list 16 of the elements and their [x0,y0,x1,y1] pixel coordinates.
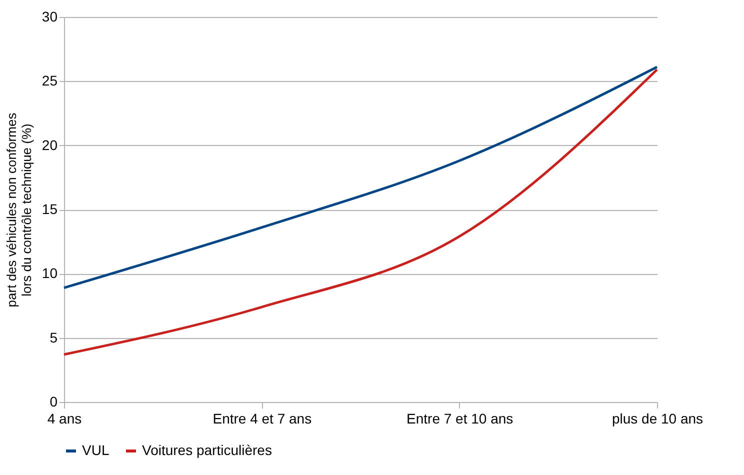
y-tick-label: 20 [42,136,58,153]
x-tick-label: Entre 4 et 7 ans [212,410,312,426]
x-tick-label: plus de 10 ans [612,410,704,426]
x-tick-label: 4 ans [47,410,82,426]
legend-label: Voitures particulières [142,442,272,458]
y-tick-label: 0 [50,394,58,410]
y-axis-title: part des véhicules non conformes lors du contrôle technique (%) [4,112,34,308]
line-series [62,68,658,356]
line-series [62,66,658,290]
y-tick-label: 30 [42,8,58,24]
y-tick-label: 25 [42,72,58,89]
x-tick-label: Entre 7 et 10 ans [406,410,514,426]
y-tick-label: 10 [42,265,58,282]
legend-label: VUL [82,442,110,458]
y-tick-label: 15 [42,201,58,217]
y-tick-label: 5 [50,329,58,346]
